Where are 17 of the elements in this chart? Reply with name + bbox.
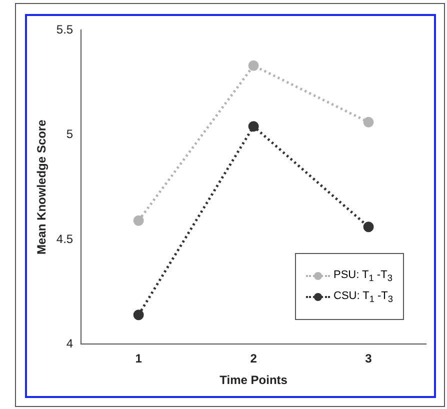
point xyxy=(133,215,144,226)
x-axis-title: Time Points xyxy=(220,373,288,388)
point xyxy=(248,121,259,132)
y-tick-label: 5.5 xyxy=(56,22,74,36)
x-tick-label: 1 xyxy=(135,352,142,366)
y-tick-label: 4 xyxy=(66,336,74,351)
y-tick-label: 4.5 xyxy=(56,232,74,246)
point xyxy=(363,222,374,232)
x-tick-label: 3 xyxy=(365,352,372,366)
point xyxy=(133,310,144,320)
y-tick-label: 5 xyxy=(66,127,74,142)
x-tick-label: 2 xyxy=(250,352,258,366)
point xyxy=(363,116,374,128)
point xyxy=(248,60,259,71)
legend-label: CSU: T$_{1}$ -T$_{3}$ xyxy=(334,290,393,304)
legend-label: PSU: T$_{1}$ -T$_{3}$ xyxy=(334,268,392,283)
y-axis-title: Mean Knowledge Score xyxy=(34,119,49,254)
